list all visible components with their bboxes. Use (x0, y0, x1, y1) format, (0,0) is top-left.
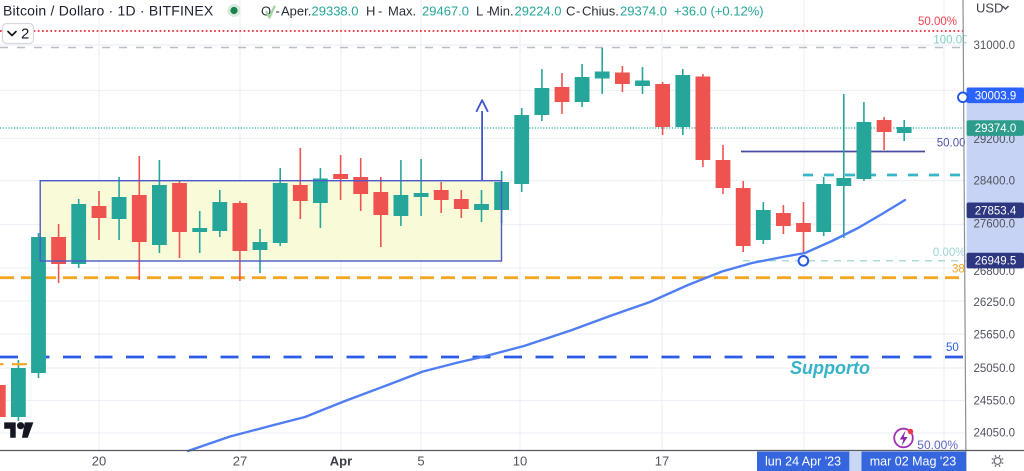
svg-text:-: - (487, 4, 491, 19)
svg-text:0.00%: 0.00% (933, 247, 966, 259)
svg-text:H: H (366, 4, 375, 19)
svg-text:mar 02 Mag '23: mar 02 Mag '23 (870, 455, 957, 469)
svg-text:24050.0: 24050.0 (974, 428, 1016, 440)
svg-text:29338.0: 29338.0 (312, 4, 359, 19)
svg-text:50.00%: 50.00% (917, 438, 958, 452)
svg-text:27: 27 (233, 454, 247, 469)
svg-text:28400.0: 28400.0 (974, 176, 1016, 188)
svg-text:Supporto: Supporto (790, 358, 870, 378)
svg-text:Max.: Max. (388, 4, 416, 19)
svg-text:26800.0: 26800.0 (974, 266, 1016, 278)
svg-text:-: - (276, 4, 280, 19)
svg-text:Chius.: Chius. (582, 4, 619, 19)
svg-text:50: 50 (946, 342, 959, 354)
svg-text:-: - (576, 4, 580, 19)
svg-text:lun 24 Apr '23: lun 24 Apr '23 (765, 455, 841, 469)
svg-text:L: L (476, 4, 483, 19)
svg-text:-: - (378, 4, 382, 19)
svg-text:50.00%: 50.00% (918, 16, 957, 28)
svg-text:USD: USD (976, 1, 1003, 16)
svg-text:100.00: 100.00 (933, 35, 968, 47)
svg-text:5: 5 (417, 454, 424, 469)
svg-text:29467.0: 29467.0 (422, 4, 469, 19)
svg-text:25050.0: 25050.0 (974, 363, 1016, 375)
svg-text:Aper.: Aper. (281, 4, 311, 19)
svg-text:38: 38 (952, 264, 965, 276)
svg-text:26250.0: 26250.0 (974, 297, 1016, 309)
svg-text:24550.0: 24550.0 (974, 396, 1016, 408)
svg-text:10: 10 (513, 454, 527, 469)
svg-text:Bitcoin / Dollaro · 1D · BITFI: Bitcoin / Dollaro · 1D · BITFINEX (3, 3, 214, 19)
svg-text:17: 17 (655, 454, 669, 469)
svg-text:25650.0: 25650.0 (974, 330, 1016, 342)
svg-text:C: C (566, 4, 575, 19)
svg-text:27600.0: 27600.0 (974, 219, 1016, 231)
svg-text:Apr: Apr (330, 454, 352, 469)
svg-text:2: 2 (21, 26, 29, 43)
svg-text:31000.0: 31000.0 (974, 40, 1016, 52)
svg-text:26949.5: 26949.5 (975, 256, 1017, 268)
svg-text:29374.0: 29374.0 (975, 123, 1017, 135)
svg-text:Min.: Min. (489, 4, 514, 19)
svg-text:29374.0: 29374.0 (620, 4, 667, 19)
svg-text:+36.0 (+0.12%): +36.0 (+0.12%) (674, 4, 764, 19)
svg-text:30003.9: 30003.9 (975, 90, 1017, 102)
svg-text:27853.4: 27853.4 (975, 205, 1017, 217)
svg-text:20: 20 (92, 454, 106, 469)
svg-text:29224.0: 29224.0 (515, 4, 562, 19)
svg-text:50.00: 50.00 (937, 138, 966, 150)
svg-text:29200.0: 29200.0 (974, 134, 1016, 146)
